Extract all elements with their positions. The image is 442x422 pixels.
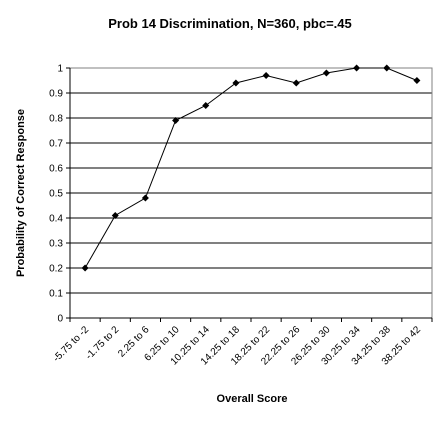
y-tick-label: 0.2 xyxy=(49,264,63,275)
data-point xyxy=(232,79,240,87)
data-point xyxy=(413,77,421,84)
data-point xyxy=(202,102,210,109)
y-tick-label: 0 xyxy=(57,314,63,325)
series-line xyxy=(84,67,418,269)
x-tick-label: -1.75 to 2 xyxy=(84,324,122,362)
y-tick-label: 0.9 xyxy=(49,89,63,100)
data-point xyxy=(172,117,180,124)
data-point xyxy=(322,69,330,77)
data-point xyxy=(383,64,391,72)
x-axis: -5.75 to -2-1.75 to 22.25 to 66.25 to 10… xyxy=(51,317,433,368)
x-tick-label: -5.75 to -2 xyxy=(51,324,91,364)
y-tick-label: 1 xyxy=(57,64,63,75)
y-tick-label: 0.5 xyxy=(49,189,63,200)
chart-title: Prob 14 Discrimination, N=360, pbc=.45 xyxy=(108,16,351,31)
y-tick-label: 0.6 xyxy=(49,164,63,175)
data-point xyxy=(262,72,270,79)
data-point xyxy=(292,79,300,87)
y-axis-title: Probability of Correct Response xyxy=(15,109,27,277)
y-tick-label: 0.3 xyxy=(49,239,63,250)
data-point xyxy=(111,212,119,219)
gridlines xyxy=(70,67,432,294)
data-point xyxy=(353,64,361,72)
data-point xyxy=(141,194,149,202)
y-axis: 0 0.1 0.2 0.3 0.4 0.5 0.6 0.7 0.8 0.9 1 xyxy=(49,64,71,325)
x-axis-title: Overall Score xyxy=(217,393,288,405)
y-tick-label: 0.7 xyxy=(49,139,63,150)
data-point xyxy=(81,264,89,272)
y-tick-label: 0.4 xyxy=(49,214,63,225)
y-tick-label: 0.8 xyxy=(49,114,63,125)
series-line-group xyxy=(81,64,421,272)
y-tick-label: 0.1 xyxy=(49,289,63,300)
